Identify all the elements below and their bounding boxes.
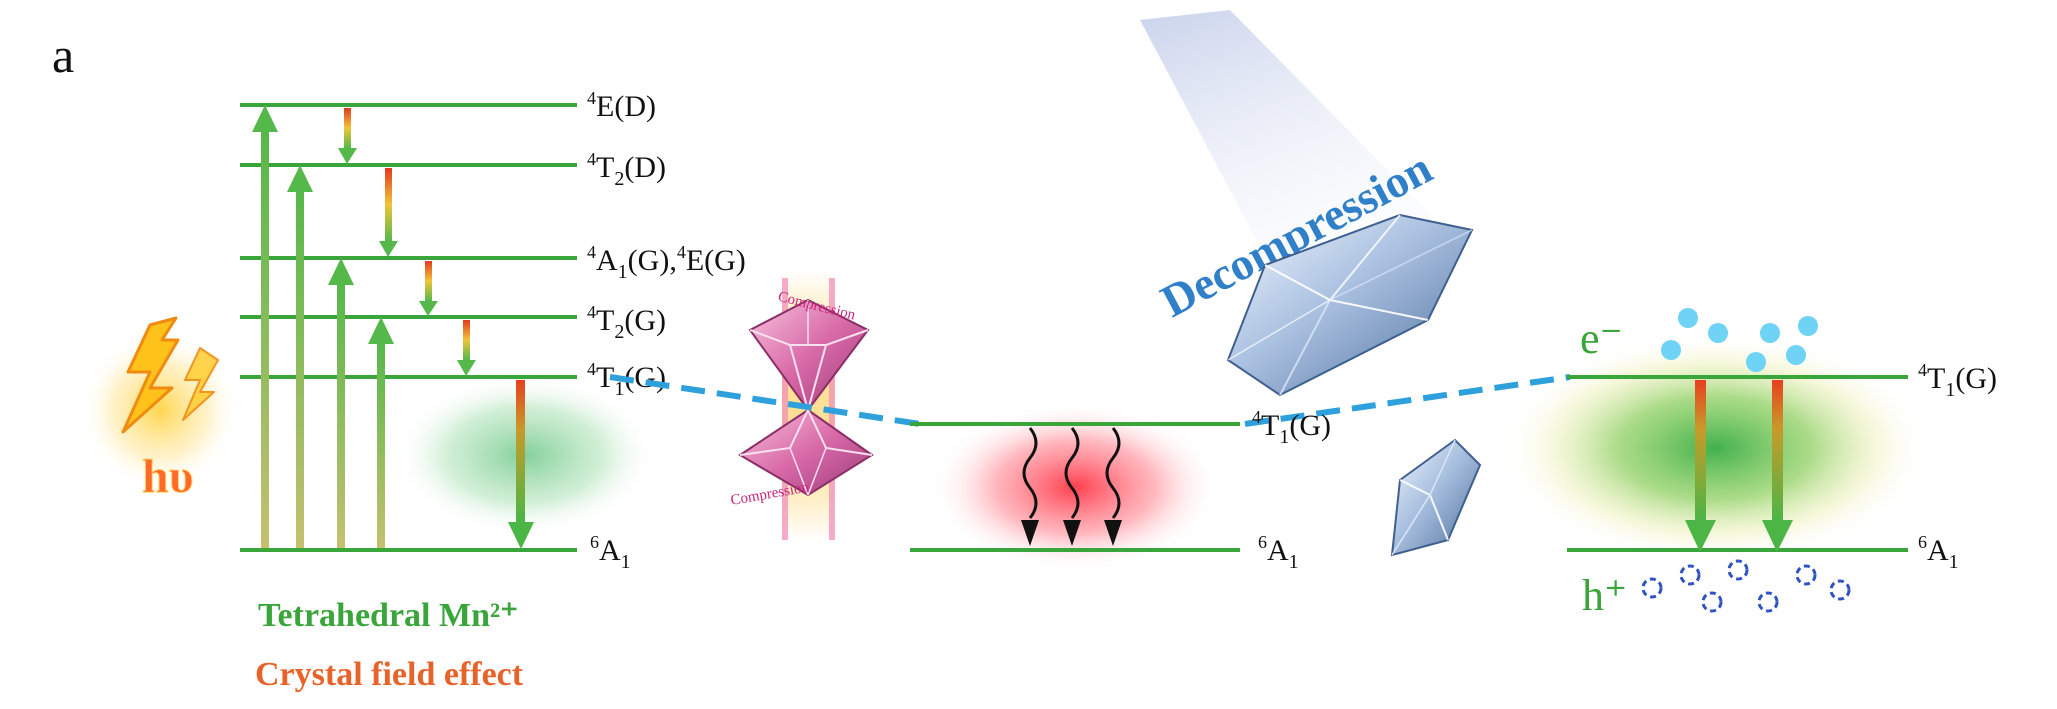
wavy-arrow [1104, 427, 1122, 546]
hole-circle [1757, 591, 1779, 613]
level-label-4T1-G-right: 4T1(G) [1918, 360, 1997, 401]
decompression-diamonds: Decompression [1153, 142, 1482, 557]
left-level-diagram: 4E(D) 4T2(D) 4A1(G),4E(G) 4T2(G) 4T1(G) … [240, 88, 746, 573]
lightning-bolt-icon [182, 347, 219, 421]
excitation-arrow [287, 165, 313, 548]
electron-dot [1708, 323, 1728, 343]
diamond-small-icon [1390, 438, 1482, 557]
nonradiative-wavy-arrows [1021, 427, 1122, 546]
excitation-arrow [252, 105, 278, 548]
middle-level-diagram: 4T1(G) 6A1 [910, 407, 1331, 573]
electron-dot [1661, 340, 1681, 360]
level-label-6A1-right: 6A1 [1918, 532, 1959, 573]
level-label-4T1-G-middle: 4T1(G) [1252, 407, 1331, 448]
level-label-4E-D: 4E(D) [587, 88, 656, 123]
level-label-6A1-middle: 6A1 [1258, 532, 1299, 573]
electron-dot [1760, 323, 1780, 343]
hole-circle [1679, 564, 1701, 586]
lightning-bolt-icon [121, 316, 180, 434]
dashed-connector-left [609, 374, 921, 427]
emission-arrow [1762, 380, 1793, 552]
electron-dot [1786, 345, 1806, 365]
relaxation-arrow [338, 108, 357, 164]
hole-circle [1641, 577, 1663, 599]
hole-circle [1795, 564, 1817, 586]
electron-dot [1746, 352, 1766, 372]
emission-arrows-right [1685, 380, 1793, 552]
excitation-arrows [252, 105, 394, 548]
panel-label: a [52, 27, 74, 83]
dashed-connector-right [1244, 374, 1571, 427]
relaxation-arrow [379, 168, 398, 257]
electron-dot [1678, 308, 1698, 328]
wavy-arrow [1021, 427, 1039, 546]
caption-tetrahedral: Tetrahedral Mn²⁺ [258, 597, 518, 634]
hv-label: hυ [142, 450, 194, 503]
hole-circle [1701, 591, 1723, 613]
hole-circle [1727, 559, 1749, 581]
pink-gem-bottom [738, 407, 874, 497]
pink-gem-top [748, 298, 870, 414]
red-glow-middle [930, 402, 1220, 572]
hole-label: h⁺ [1582, 571, 1627, 620]
level-label-4T2-G: 4T2(G) [587, 302, 666, 343]
excitation-arrow [328, 258, 354, 548]
glow-layer [80, 10, 1930, 572]
yellow-green-glow-right [1500, 333, 1930, 563]
emission-arrow-left [508, 380, 534, 549]
electron-dot [1798, 316, 1818, 336]
relaxation-arrow [457, 320, 476, 376]
compression-gems: Compression Compression [729, 270, 874, 542]
excitation-arrow [368, 317, 394, 548]
electron-dots [1661, 308, 1818, 372]
emission-arrow [1685, 380, 1716, 552]
level-label-4A1-4E-G: 4A1(G),4E(G) [587, 242, 746, 283]
excitation-light-icon: hυ [121, 316, 219, 504]
level-label-4T2-D: 4T2(D) [587, 149, 666, 190]
level-label-6A1-left: 6A1 [590, 532, 631, 573]
electron-label: e⁻ [1580, 314, 1623, 363]
diamond-large-icon [1226, 213, 1474, 397]
relaxation-arrow [419, 261, 438, 316]
wavy-arrow [1063, 427, 1081, 546]
hole-circles [1641, 559, 1851, 613]
caption-crystal-field: Crystal field effect [255, 656, 524, 693]
right-level-diagram: e⁻ h⁺ 4T1(G) 6A1 [1567, 308, 1997, 620]
hole-circle [1829, 579, 1851, 601]
relaxation-arrows [338, 108, 534, 549]
